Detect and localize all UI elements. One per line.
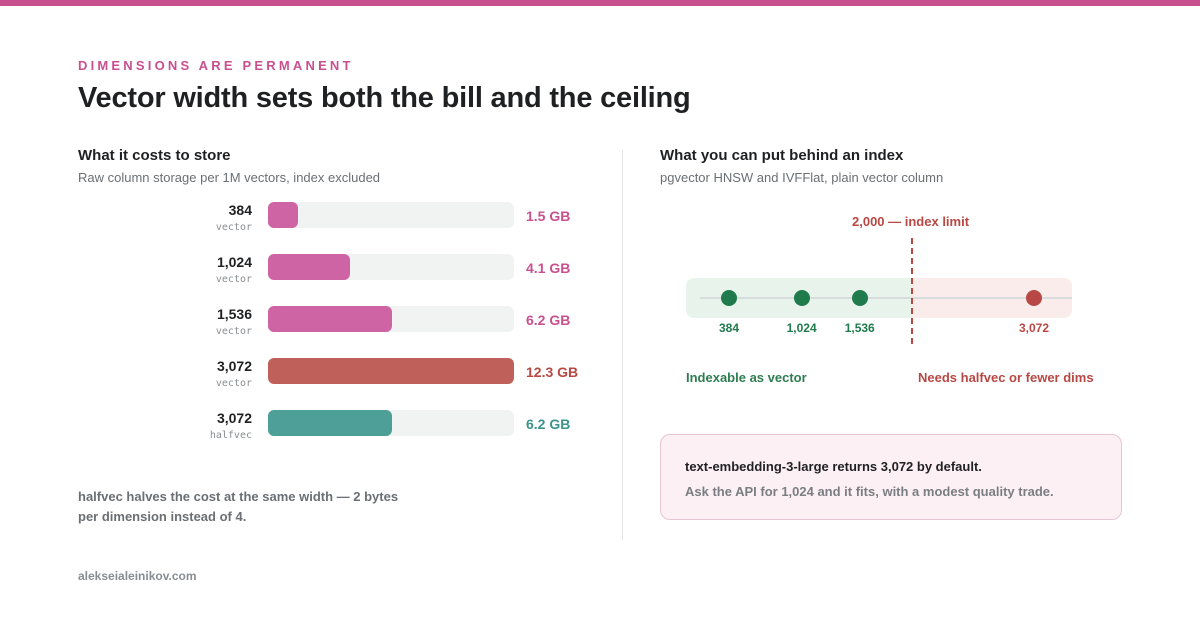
bar-dims-label: 3,072 — [216, 410, 252, 426]
index-chart-title: What you can put behind an index — [660, 147, 904, 164]
bar-row: 3,072 vector 12.3 GB — [78, 352, 598, 392]
index-chart-subtitle: pgvector HNSW and IVFFlat, plain vector … — [660, 170, 944, 185]
bar-column-type-label: vector — [215, 326, 252, 337]
bar-track — [268, 410, 514, 436]
callout-box: text-embedding-3-large returns 3,072 by … — [660, 434, 1122, 520]
top-accent-stripe — [0, 0, 1200, 6]
dimension-point — [851, 290, 868, 306]
dimension-point-label: 1,536 — [844, 321, 875, 335]
bar-column-type-label: vector — [215, 274, 252, 285]
bar — [268, 306, 392, 332]
bar-row: 384 vector 1.5 GB — [78, 196, 598, 236]
bar — [268, 410, 392, 436]
bar-dims-label: 384 — [228, 202, 252, 218]
bar-track — [268, 306, 514, 332]
panel-divider — [622, 150, 623, 540]
halfvec-note: halfvec halves the cost at the same widt… — [78, 489, 399, 524]
dimension-point-label: 1,024 — [786, 321, 817, 335]
dimension-point-label: 384 — [718, 321, 740, 335]
dimension-axis-line — [700, 297, 1072, 299]
bar — [268, 202, 298, 228]
callout-main-text: text-embedding-3-large returns 3,072 by … — [685, 459, 982, 474]
bar-size-label: 4.1 GB — [526, 260, 571, 276]
indexable-zone-label: Indexable as vector — [686, 370, 807, 385]
index-limit-label: 2,000 — index limit — [852, 214, 970, 229]
bar-column-type-label: vector — [215, 222, 252, 233]
index-limit-line — [911, 238, 913, 344]
bar-size-label: 12.3 GB — [526, 364, 579, 380]
bar-size-label: 6.2 GB — [526, 312, 571, 328]
bar-track — [268, 202, 514, 228]
bar-dims-label: 3,072 — [216, 358, 252, 374]
bar-track — [268, 358, 514, 384]
bar-size-label: 6.2 GB — [526, 416, 571, 432]
bar-row: 3,072 halfvec 6.2 GB — [78, 404, 598, 444]
callout-sub-text: Ask the API for 1,024 and it fits, with … — [685, 484, 1054, 499]
non-indexable-zone-label: Needs halfvec or fewer dims — [918, 370, 1094, 385]
bar — [268, 358, 514, 384]
bar — [268, 254, 350, 280]
footer-site: alekseialeinikov.com — [78, 569, 197, 583]
dimension-point — [1026, 290, 1042, 306]
cost-chart-subtitle: Raw column storage per 1M vectors, index… — [78, 170, 381, 185]
dimension-point — [721, 290, 737, 306]
eyebrow-label: DIMENSIONS ARE PERMANENT — [78, 58, 354, 73]
cost-chart-title: What it costs to store — [78, 147, 231, 164]
bar-column-type-label: vector — [215, 378, 252, 389]
bar-size-label: 1.5 GB — [526, 208, 571, 224]
dimension-point-label: 3,072 — [1018, 321, 1050, 335]
bar-row: 1,536 vector 6.2 GB — [78, 300, 598, 340]
page-title: Vector width sets both the bill and the … — [78, 82, 691, 114]
dimension-point — [793, 290, 810, 306]
bar-dims-label: 1,024 — [216, 254, 252, 270]
bar-column-type-label: halfvec — [209, 430, 252, 441]
bar-row: 1,024 vector 4.1 GB — [78, 248, 598, 288]
bar-track — [268, 254, 514, 280]
bar-dims-label: 1,536 — [216, 306, 252, 322]
